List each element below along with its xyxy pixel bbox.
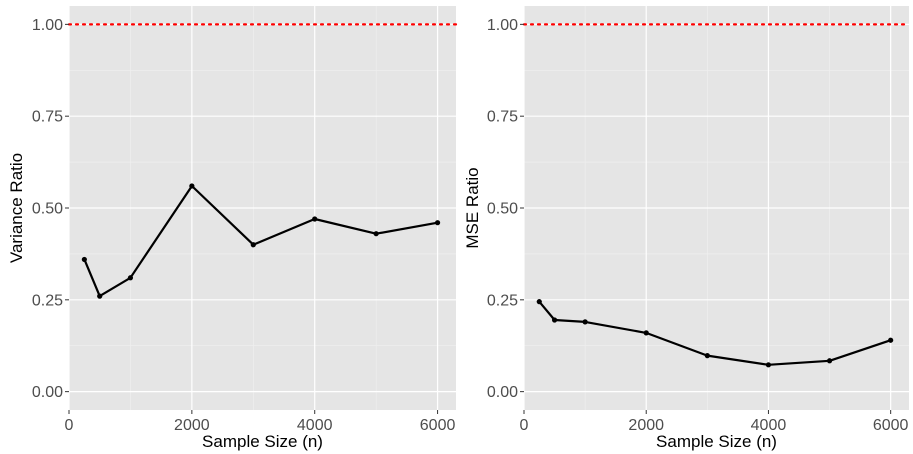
series-line [538, 300, 892, 366]
data-point [888, 337, 894, 343]
y-tick-label: 0.00 [32, 384, 63, 401]
variance-ratio-chart: 0.00 0.25 0.50 0.75 1.00 0 2000 4000 6000 Sample … [7, 6, 458, 451]
series-line [83, 184, 438, 298]
y-tick-label: 1.00 [32, 17, 63, 34]
x-axis-title: Sample Size (n) [202, 432, 323, 451]
x-tick-label: 4000 [297, 417, 333, 434]
x-tick-label: 0 [65, 417, 74, 434]
data-point [536, 299, 542, 305]
y-tick-label: 0.50 [32, 201, 63, 218]
data-point [826, 358, 833, 364]
data-point [551, 317, 558, 323]
x-tick-label: 6000 [873, 417, 909, 434]
data-point [250, 242, 256, 248]
x-axis-title: Sample Size (n) [656, 432, 777, 451]
y-tick-label: 0.00 [487, 384, 518, 401]
y-tick-label: 0.75 [487, 109, 518, 126]
data-point [373, 231, 379, 237]
data-point [97, 293, 103, 299]
x-tick-label: 4000 [751, 417, 787, 434]
data-point [765, 362, 772, 368]
data-point [189, 183, 195, 189]
y-axis-title: MSE Ratio [463, 167, 482, 248]
data-point [643, 330, 649, 336]
mse-ratio-chart: 0.00 0.25 0.50 0.75 1.00 0 2000 4000 6000 Sample … [463, 6, 911, 451]
x-tick-label: 2000 [628, 417, 664, 434]
data-point [434, 220, 441, 226]
y-tick-label: 0.50 [487, 201, 518, 218]
data-point [312, 216, 318, 222]
data-point [582, 319, 588, 325]
y-axis-title: Variance Ratio [7, 153, 26, 263]
x-tick-label: 2000 [174, 417, 210, 434]
data-point [704, 353, 710, 359]
data-point [127, 275, 134, 281]
data-point [81, 256, 87, 263]
y-tick-label: 0.25 [32, 292, 63, 309]
y-tick-label: 0.25 [487, 292, 518, 309]
y-tick-label: 1.00 [487, 17, 518, 34]
y-tick-label: 0.75 [32, 109, 63, 126]
x-tick-label: 6000 [420, 417, 456, 434]
x-tick-label: 0 [520, 417, 529, 434]
